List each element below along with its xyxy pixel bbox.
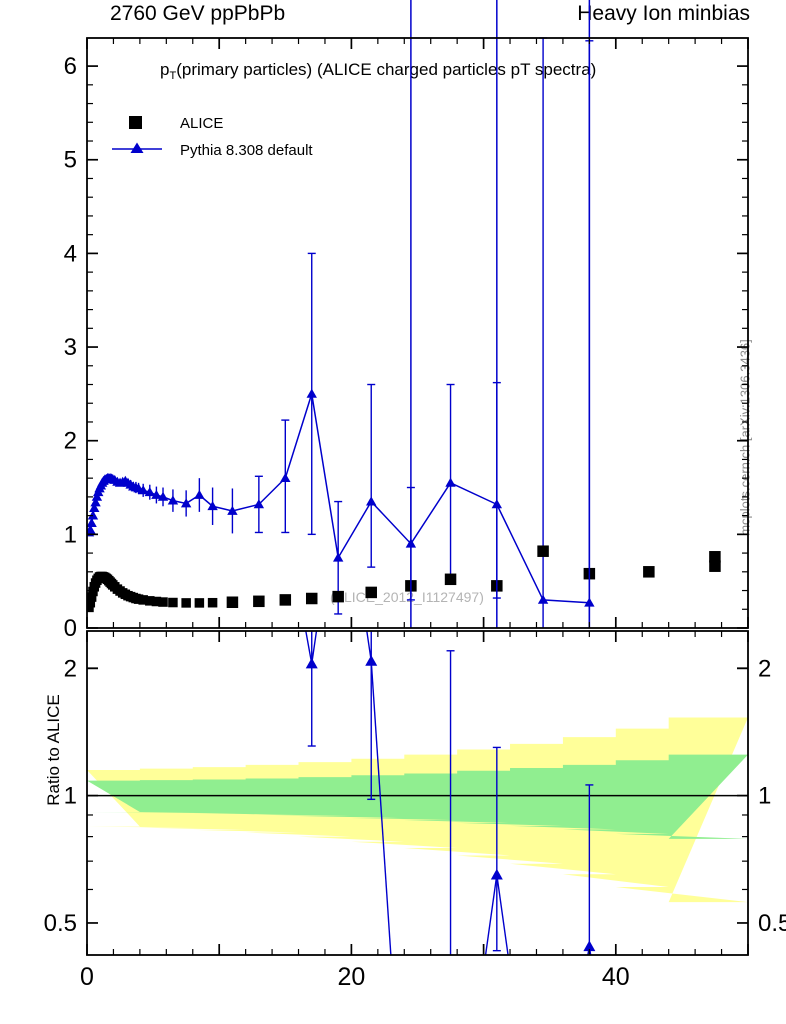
plot-title: pT(primary particles) (ALICE charged par… bbox=[160, 60, 596, 82]
ratio-y-tick-label-left: 0.5 bbox=[44, 910, 77, 937]
marker-square bbox=[181, 598, 191, 608]
ratio-y-axis: 2 2 1 1 0.5 0.5 bbox=[44, 655, 786, 937]
ratio-v-line bbox=[587, 946, 592, 955]
y-tick-label: 1 bbox=[64, 521, 77, 548]
marker-square bbox=[87, 597, 96, 608]
mc-markers bbox=[87, 388, 595, 607]
ratio-y-tick-label-left: 1 bbox=[64, 783, 77, 810]
marker-square bbox=[194, 598, 205, 608]
ratio-peak-line-1 bbox=[305, 631, 318, 664]
marker-triangle bbox=[207, 501, 218, 511]
marker-square bbox=[643, 566, 655, 578]
header-left-beam-label: 2760 GeV ppPbPb bbox=[110, 2, 286, 25]
marker-square bbox=[279, 594, 292, 606]
marker-triangle bbox=[89, 502, 100, 513]
marker-triangle bbox=[445, 477, 456, 487]
marker-triangle bbox=[91, 491, 103, 501]
marker-triangle bbox=[537, 594, 549, 604]
legend-label-pythia: Pythia 8.308 default bbox=[180, 142, 313, 159]
marker-triangle bbox=[306, 388, 317, 398]
ratio-uncertainty-bands bbox=[87, 717, 748, 903]
x-tick-label: 20 bbox=[337, 963, 365, 991]
marker-triangle bbox=[180, 498, 192, 508]
marker-square bbox=[158, 597, 168, 607]
y-tick-label: 6 bbox=[64, 53, 77, 80]
marker-square bbox=[87, 592, 97, 602]
ratio-y-tick-label-right: 1 bbox=[758, 783, 771, 810]
frame-box bbox=[86, 630, 749, 956]
marker-square bbox=[226, 596, 239, 608]
frame-box bbox=[86, 37, 749, 629]
ratio-rise-line bbox=[484, 874, 498, 955]
marker-square bbox=[168, 597, 178, 608]
ratio-panel-frame bbox=[86, 630, 749, 956]
y-tick-label: 2 bbox=[64, 428, 77, 455]
plot-title-rest: (primary particles) (ALICE charged parti… bbox=[176, 60, 597, 79]
ratio-drop-line-2 bbox=[496, 874, 509, 955]
marker-triangle bbox=[167, 495, 179, 505]
marker-triangle bbox=[366, 496, 377, 506]
marker-triangle bbox=[332, 552, 344, 562]
marker-triangle bbox=[280, 472, 291, 483]
main-x-axis bbox=[86, 38, 749, 628]
y-tick-label: 0 bbox=[64, 615, 77, 642]
ratio-marker-triangle bbox=[583, 940, 596, 952]
marker-square bbox=[709, 551, 721, 563]
header-right-process-label: Heavy Ion minbias bbox=[577, 2, 750, 25]
marker-square bbox=[138, 595, 148, 605]
marker-square bbox=[253, 595, 265, 608]
marker-triangle bbox=[144, 487, 155, 497]
y-tick-label: 5 bbox=[64, 147, 77, 174]
mc-error-bars bbox=[88, 37, 594, 628]
ratio-panel-data bbox=[305, 631, 596, 1022]
band-1sigma bbox=[87, 754, 748, 839]
x-tick-label: 40 bbox=[602, 963, 630, 991]
plot-title-subscript: T bbox=[169, 70, 177, 82]
ratio-x-axis: 0 20 40 bbox=[80, 631, 749, 991]
marker-triangle bbox=[151, 489, 162, 499]
ratio-marker-triangle bbox=[445, 1011, 457, 1022]
marker-square bbox=[709, 560, 721, 572]
ratio-y-tick-label-left: 2 bbox=[64, 655, 77, 682]
marker-triangle bbox=[87, 517, 97, 528]
main-overflow-error-lines bbox=[410, 0, 591, 628]
y-tick-label: 3 bbox=[64, 334, 77, 361]
marker-square bbox=[332, 590, 344, 603]
ratio-drop-line bbox=[370, 661, 392, 955]
marker-square bbox=[207, 597, 218, 608]
marker-square bbox=[145, 596, 155, 606]
ratio-y-tick-label-right: 2 bbox=[758, 655, 771, 682]
legend-label-alice: ALICE bbox=[180, 115, 224, 132]
legend bbox=[112, 116, 162, 153]
marker-square bbox=[444, 573, 457, 586]
marker-square bbox=[305, 592, 318, 605]
marker-square bbox=[537, 545, 549, 557]
marker-triangle bbox=[137, 485, 149, 495]
marker-triangle bbox=[90, 497, 101, 507]
marker-triangle bbox=[194, 489, 205, 499]
marker-triangle bbox=[157, 491, 169, 501]
marker-triangle bbox=[87, 510, 99, 520]
main-y-axis: 0 1 2 3 4 5 6 bbox=[64, 53, 748, 642]
marker-triangle bbox=[253, 499, 265, 509]
x-tick-label: 0 bbox=[80, 963, 94, 991]
marker-square bbox=[365, 586, 377, 599]
alice-markers bbox=[87, 545, 721, 613]
y-tick-label: 4 bbox=[64, 240, 77, 267]
plot-title-pt: p bbox=[160, 60, 170, 79]
main-panel-frame bbox=[86, 37, 749, 629]
marker-square bbox=[151, 596, 162, 607]
marker-triangle bbox=[227, 505, 238, 515]
legend-marker-square bbox=[129, 116, 142, 129]
legend-marker-triangle bbox=[130, 142, 144, 153]
main-panel-data bbox=[87, 37, 721, 628]
ratio-marker-triangle bbox=[490, 868, 503, 880]
ratio-y-tick-label-right: 0.5 bbox=[758, 910, 786, 937]
